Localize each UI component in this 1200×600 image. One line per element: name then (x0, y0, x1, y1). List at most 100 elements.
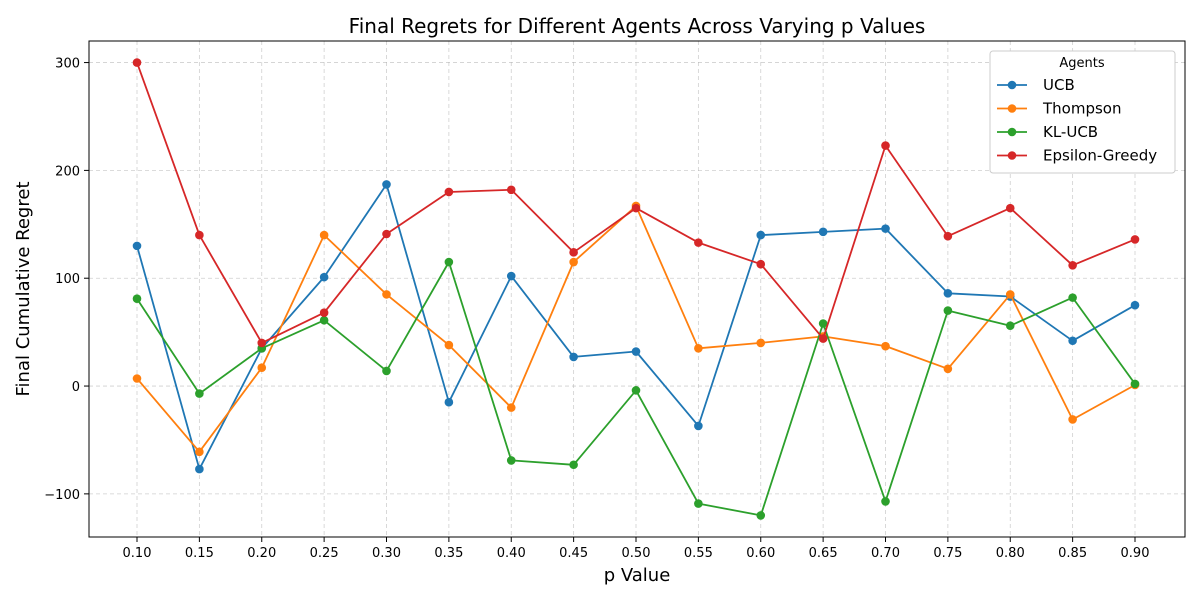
data-point-epsilon-greedy (1068, 260, 1077, 270)
x-tick-label: 0.70 (871, 546, 900, 561)
data-point-ucb (132, 241, 142, 251)
data-point-thompson (257, 363, 267, 373)
data-point-epsilon-greedy (382, 229, 391, 239)
y-tick-label: 200 (55, 164, 80, 179)
y-axis-label: Final Cumulative Regret (13, 182, 34, 397)
data-point-ucb (631, 347, 641, 356)
data-point-kl-ucb (818, 319, 828, 328)
y-tick-label: −100 (44, 488, 80, 503)
data-point-thompson (1005, 290, 1015, 299)
data-point-kl-ucb (132, 294, 142, 304)
x-axis-ticks: 0.10 0.15 0.20 0.25 0.30 0.35 0.40 0.45 0.50 0.55… (123, 537, 1150, 561)
legend-marker (1007, 80, 1017, 90)
data-point-epsilon-greedy (506, 185, 516, 195)
data-point-epsilon-greedy (756, 259, 766, 269)
data-point-ucb (818, 227, 828, 237)
data-point-ucb (382, 180, 391, 189)
x-tick-label: 0.60 (746, 546, 775, 561)
data-point-thompson (319, 230, 329, 240)
legend-label: Thompson (1042, 100, 1121, 118)
legend-item-epsilon-greedy: Epsilon-Greedy (997, 147, 1157, 165)
series-epsilon-greedy (132, 58, 1140, 348)
x-tick-label: 0.20 (247, 546, 276, 561)
x-tick-label: 0.15 (185, 546, 214, 561)
data-point-kl-ucb (382, 366, 391, 376)
x-tick-label: 0.25 (310, 546, 339, 561)
data-point-kl-ucb (569, 460, 578, 470)
legend-label: UCB (1043, 76, 1075, 94)
data-point-epsilon-greedy (569, 248, 578, 257)
data-point-thompson (1068, 415, 1077, 424)
data-point-epsilon-greedy (881, 141, 890, 150)
data-point-ucb (694, 421, 703, 431)
data-point-ucb (444, 397, 454, 407)
series-ucb (132, 180, 1140, 474)
x-tick-label: 0.40 (497, 546, 526, 561)
data-point-thompson (569, 257, 578, 267)
legend-title: Agents (1059, 56, 1104, 71)
legend-label: KL-UCB (1043, 123, 1098, 141)
data-point-thompson (444, 340, 454, 350)
legend: Agents UCB Thompson KL-UCB Epsilon-Greedy (989, 50, 1176, 174)
data-point-kl-ucb (631, 386, 641, 395)
data-point-kl-ucb (1130, 379, 1140, 389)
data-point-kl-ucb (943, 306, 953, 315)
data-point-epsilon-greedy (818, 334, 828, 343)
data-point-kl-ucb (694, 499, 703, 508)
data-point-thompson (132, 374, 142, 383)
x-tick-label: 0.10 (123, 546, 152, 561)
legend-label: Epsilon-Greedy (1043, 147, 1157, 165)
data-point-epsilon-greedy (943, 231, 953, 241)
data-point-epsilon-greedy (1005, 203, 1015, 213)
data-point-kl-ucb (1068, 293, 1077, 302)
data-point-epsilon-greedy (195, 230, 204, 240)
y-tick-label: 300 (55, 57, 80, 72)
chart-title: Final Regrets for Different Agents Acros… (349, 14, 926, 38)
y-tick-label: 0 (72, 380, 80, 395)
data-point-thompson (382, 290, 391, 299)
data-point-thompson (881, 341, 890, 351)
x-tick-label: 0.35 (434, 546, 463, 561)
plot-frame (88, 40, 1186, 538)
legend-items: UCB Thompson KL-UCB Epsilon-Greedy (997, 76, 1157, 165)
data-point-kl-ucb (881, 497, 890, 506)
series-group (132, 58, 1140, 520)
x-tick-label: 0.65 (809, 546, 838, 561)
data-point-epsilon-greedy (694, 238, 703, 247)
data-point-thompson (694, 344, 703, 353)
legend-box (989, 50, 1176, 174)
x-tick-label: 0.80 (996, 546, 1025, 561)
data-point-ucb (1068, 336, 1077, 346)
x-tick-label: 0.75 (933, 546, 962, 561)
y-tick-label: 100 (55, 272, 80, 287)
data-point-kl-ucb (195, 389, 204, 398)
x-tick-label: 0.85 (1058, 546, 1087, 561)
x-tick-label: 0.45 (559, 546, 588, 561)
x-axis-label: p Value (604, 565, 671, 586)
data-point-kl-ucb (506, 456, 516, 465)
legend-marker (1007, 151, 1017, 160)
data-point-kl-ucb (756, 511, 766, 520)
data-point-ucb (1130, 300, 1140, 310)
data-point-epsilon-greedy (319, 308, 329, 318)
legend-item-thompson: Thompson (997, 100, 1121, 118)
data-point-epsilon-greedy (132, 58, 142, 67)
y-axis-ticks: −100 0 100 200 300 (44, 57, 89, 503)
data-point-thompson (506, 403, 516, 412)
data-point-ucb (756, 230, 766, 240)
legend-item-kl-ucb: KL-UCB (997, 123, 1098, 141)
data-point-epsilon-greedy (257, 338, 267, 348)
data-point-ucb (569, 352, 578, 362)
data-point-thompson (195, 447, 204, 457)
grid (89, 41, 1185, 537)
data-point-thompson (943, 364, 953, 374)
data-point-epsilon-greedy (631, 203, 641, 213)
series-kl-ucb (132, 257, 1140, 520)
data-point-ucb (319, 272, 329, 282)
data-point-kl-ucb (1005, 321, 1015, 330)
x-tick-label: 0.90 (1121, 546, 1150, 561)
x-tick-label: 0.30 (372, 546, 401, 561)
legend-marker (1007, 127, 1017, 137)
data-point-ucb (881, 224, 890, 233)
